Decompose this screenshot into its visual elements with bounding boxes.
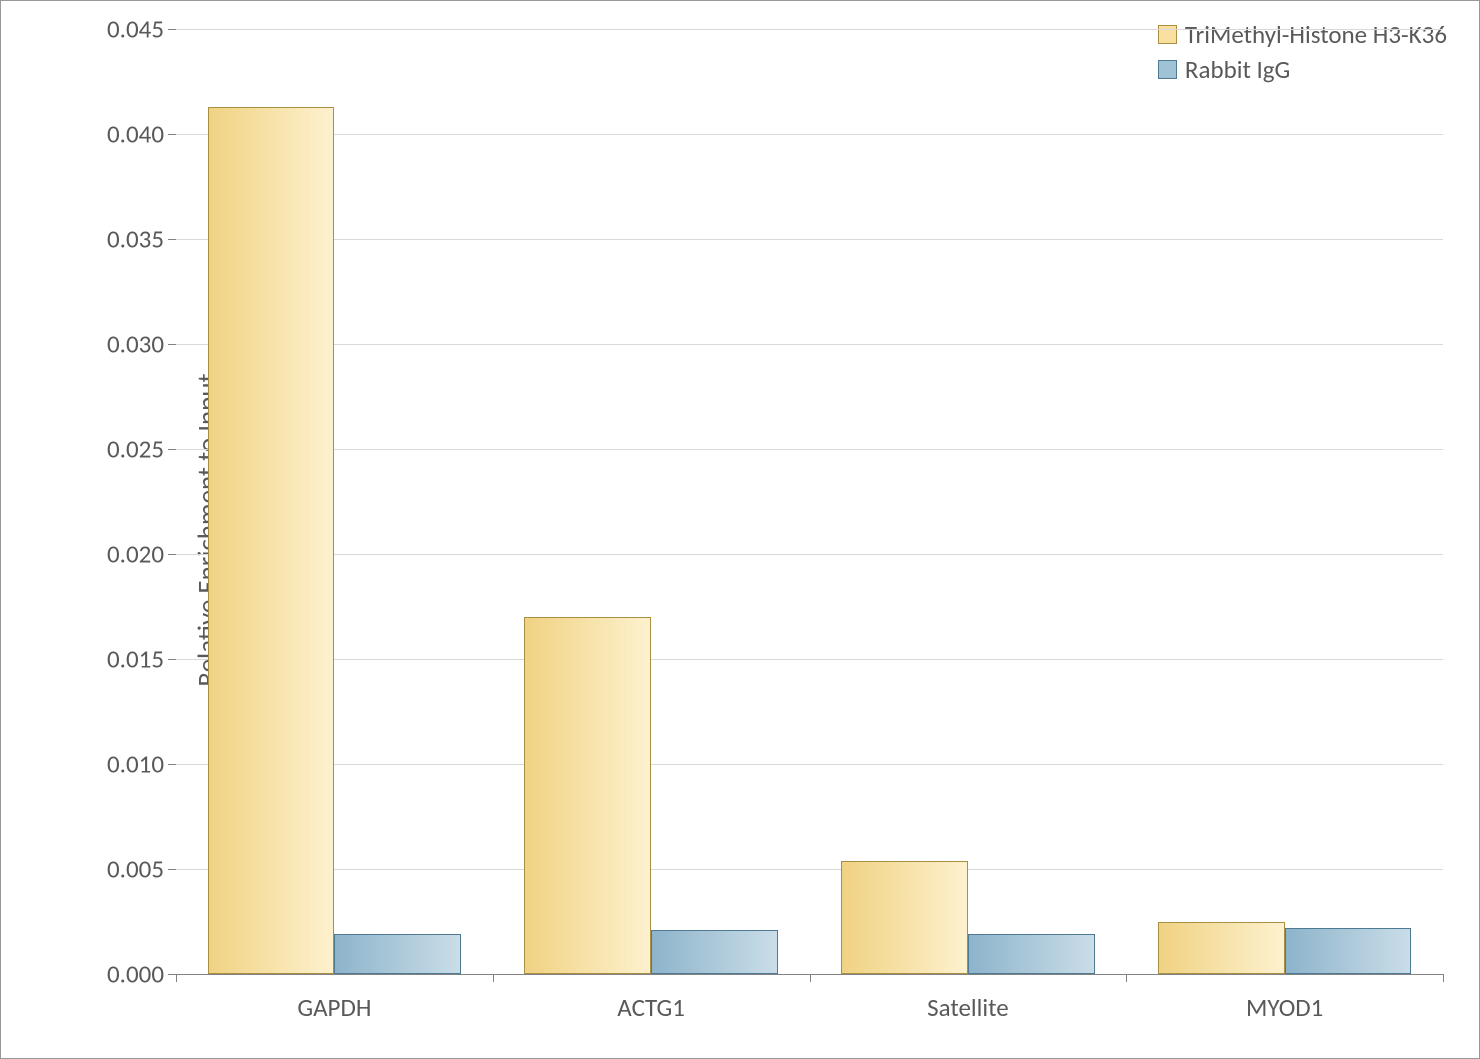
bar: [651, 930, 778, 974]
y-tick-mark: [168, 344, 176, 345]
x-tick-mark: [493, 974, 494, 982]
y-tick-mark: [168, 239, 176, 240]
y-tick-label: 0.020: [107, 539, 164, 570]
y-tick-label: 0.030: [107, 328, 164, 359]
bar: [1285, 928, 1412, 974]
gridline: [176, 134, 1443, 135]
x-tick-mark: [176, 974, 177, 982]
y-tick-mark: [168, 134, 176, 135]
bar: [1158, 922, 1285, 975]
plot-area: 0.0000.0050.0100.0150.0200.0250.0300.035…: [176, 29, 1443, 974]
y-tick-mark: [168, 29, 176, 30]
y-tick-mark: [168, 974, 176, 975]
y-tick-mark: [168, 449, 176, 450]
gridline: [176, 449, 1443, 450]
y-tick-label: 0.005: [107, 854, 164, 885]
x-tick-mark: [810, 974, 811, 982]
bar: [334, 934, 461, 974]
gridline: [176, 554, 1443, 555]
y-tick-label: 0.010: [107, 749, 164, 780]
x-tick-label: ACTG1: [617, 992, 685, 1023]
y-tick-label: 0.025: [107, 434, 164, 465]
x-tick-mark: [1443, 974, 1444, 982]
bar: [524, 617, 651, 974]
x-tick-label: MYOD1: [1246, 992, 1323, 1023]
x-tick-label: GAPDH: [297, 992, 371, 1023]
gridline: [176, 764, 1443, 765]
y-tick-mark: [168, 554, 176, 555]
gridline: [176, 344, 1443, 345]
gridline: [176, 29, 1443, 30]
y-tick-label: 0.035: [107, 224, 164, 255]
gridline: [176, 659, 1443, 660]
bar: [968, 934, 1095, 974]
y-tick-label: 0.045: [107, 14, 164, 45]
y-tick-mark: [168, 869, 176, 870]
y-tick-label: 0.015: [107, 643, 164, 674]
y-tick-mark: [168, 764, 176, 765]
x-tick-mark: [1126, 974, 1127, 982]
gridline: [176, 869, 1443, 870]
x-tick-label: Satellite: [927, 992, 1009, 1023]
bar: [208, 107, 335, 974]
chart-container: TriMethyl-Histone H3-K36Rabbit IgG Relat…: [0, 0, 1480, 1059]
bar: [841, 861, 968, 974]
gridline: [176, 239, 1443, 240]
y-tick-label: 0.000: [107, 959, 164, 990]
y-tick-label: 0.040: [107, 119, 164, 150]
y-tick-mark: [168, 659, 176, 660]
